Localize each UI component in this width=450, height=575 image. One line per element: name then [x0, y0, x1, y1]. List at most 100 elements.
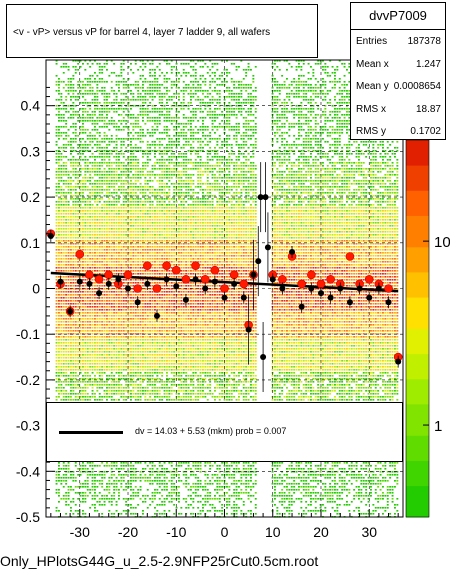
profile-point-black	[134, 299, 141, 306]
fit-legend-box: dv = 14.03 + 5.53 (mkm) prob = 0.007	[46, 402, 403, 462]
title-box: <v - vP> versus vP for barrel 4, layer 7…	[6, 4, 318, 58]
profile-point-red	[239, 279, 249, 289]
profile-point-red	[191, 261, 200, 270]
colorbar-cell	[406, 397, 429, 405]
profile-point-red	[143, 261, 152, 270]
profile-point-red	[181, 275, 191, 284]
profile-point-black	[269, 276, 276, 283]
x-tick-label: -10	[166, 524, 186, 540]
profile-point-red	[307, 270, 316, 280]
profile-point-black	[202, 285, 209, 292]
colorbar-cell	[406, 510, 429, 518]
profile-point-red	[326, 275, 335, 284]
profile-point-red	[384, 284, 393, 293]
profile-point-red	[345, 252, 355, 261]
colorbar-cell	[406, 215, 429, 223]
colorbar-cell	[406, 221, 429, 229]
colorbar-cell	[406, 359, 429, 367]
colorbar-cell	[406, 146, 429, 154]
colorbar-cell	[406, 165, 429, 172]
colorbar-cell	[406, 278, 429, 286]
profile-point-black	[57, 278, 64, 285]
profile-points	[46, 162, 403, 393]
colorbar-cell	[406, 322, 429, 329]
profile-point-black	[356, 285, 363, 292]
profile-point-black	[262, 194, 269, 201]
profile-point-red	[75, 249, 85, 259]
profile-point-black	[221, 294, 228, 301]
plot-title: <v - vP> versus vP for barrel 4, layer 7…	[13, 27, 271, 38]
colorbar-tick-label: 10	[434, 234, 450, 251]
stats-box: dvvP7009 Entries 187378 Mean x 1.247 Mea…	[350, 2, 446, 140]
colorbar-cell	[406, 290, 429, 298]
profile-point-black	[67, 308, 74, 315]
profile-point-black	[264, 244, 271, 251]
profile-point-black	[173, 283, 180, 290]
colorbar-cell	[406, 253, 429, 260]
profile-point-black	[211, 278, 218, 285]
colorbar-cell	[406, 454, 429, 461]
colorbar-cell	[406, 259, 429, 267]
profile-point-black	[255, 258, 262, 265]
colorbar-cell	[406, 271, 429, 279]
colorbar-cell	[406, 473, 429, 480]
x-tick-label: -30	[70, 524, 90, 540]
stats-key: RMS y	[356, 126, 386, 137]
profile-point-black	[395, 358, 402, 365]
profile-point-black	[240, 294, 247, 301]
profile-point-black	[385, 299, 392, 306]
colorbar-cell	[406, 485, 429, 493]
profile-point-black	[327, 294, 334, 301]
profile-point-black	[182, 296, 189, 303]
profile-point-red	[104, 270, 114, 280]
profile-point-black	[346, 299, 353, 306]
colorbar-cell	[406, 460, 429, 468]
profile-point-red	[200, 275, 210, 284]
profile-point-red	[171, 265, 181, 275]
y-tick-label: 0	[32, 281, 40, 297]
colorbar-cell	[406, 209, 429, 216]
x-tick-label: 30	[361, 524, 377, 540]
profile-point-black	[260, 354, 267, 361]
colorbar-cell	[406, 297, 429, 304]
colorbar-cell	[406, 391, 429, 399]
stats-row-entries: Entries 187378	[351, 30, 445, 53]
colorbar-cell	[406, 341, 429, 348]
colorbar-cell	[406, 183, 429, 191]
x-tick-label: 20	[313, 524, 329, 540]
colorbar-cell	[406, 303, 429, 311]
y-tick-label: 0.1	[21, 235, 41, 251]
profile-point-black	[308, 285, 315, 292]
colorbar-cell	[406, 152, 429, 160]
y-tick-label: 0.4	[21, 98, 41, 114]
profile-point-black	[279, 285, 286, 292]
colorbar-cell	[406, 366, 429, 373]
stats-row-rms-y: RMS y 0.1702	[351, 120, 445, 143]
profile-point-red	[220, 284, 229, 293]
stats-value: 0.1702	[410, 126, 441, 137]
profile-point-red	[123, 270, 133, 280]
stats-value: 0.0008654	[393, 81, 441, 92]
profile-point-black	[245, 326, 252, 333]
profile-point-black	[231, 280, 238, 287]
profile-point-black	[105, 280, 112, 287]
profile-point-black	[298, 303, 305, 310]
y-tick-label: -0.1	[16, 326, 40, 342]
profile-point-black	[125, 285, 132, 292]
profile-point-black	[96, 290, 103, 297]
colorbar-cell	[406, 479, 429, 487]
colorbar-cell	[406, 158, 429, 166]
colorbar-cell	[406, 309, 429, 317]
stats-value: 18.87	[415, 103, 441, 115]
colorbar-cell	[406, 328, 429, 336]
x-tick-label: 0	[221, 524, 229, 540]
y-tick-label: 0.3	[21, 143, 41, 159]
colorbar-cell	[406, 234, 429, 242]
profile-point-black	[153, 312, 160, 319]
profile-point-red	[210, 265, 220, 275]
stats-key: Mean x	[356, 58, 389, 70]
profile-point-red	[162, 261, 171, 270]
colorbar-cell	[406, 491, 429, 499]
colorbar-cell	[406, 334, 429, 342]
stats-key: Entries	[356, 36, 388, 47]
